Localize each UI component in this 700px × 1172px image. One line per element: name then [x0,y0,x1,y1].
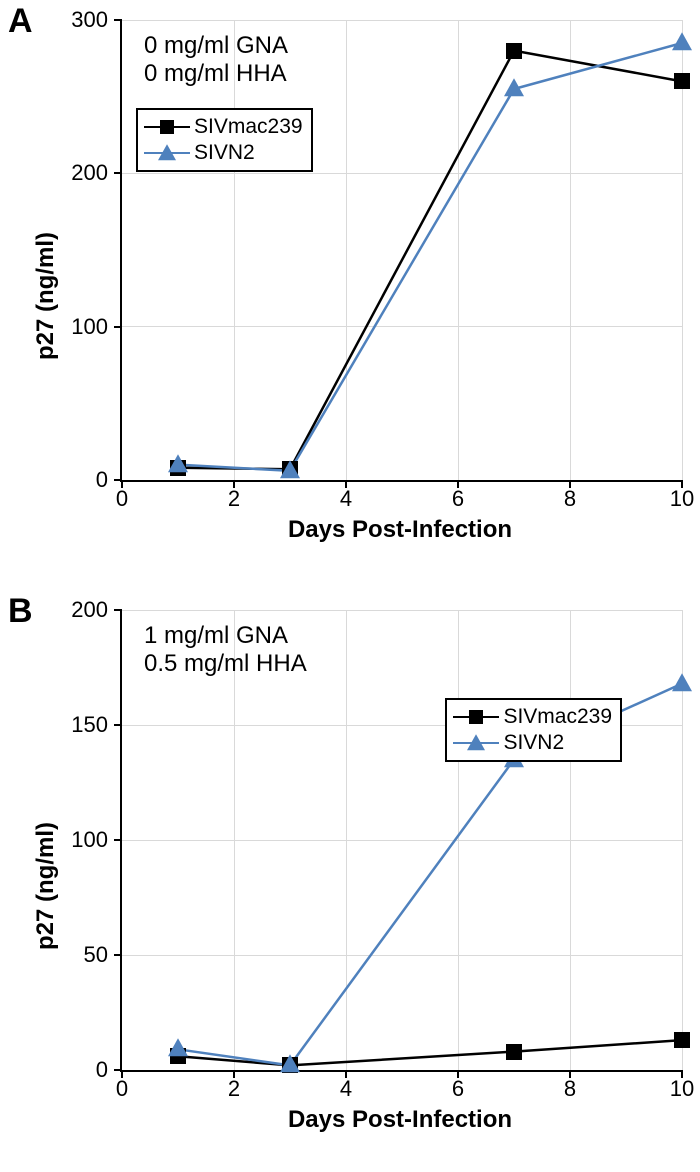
tick-y [114,839,122,841]
legend-item: SIVmac239 [144,114,303,140]
marker-triangle [280,460,300,478]
legend-item: SIVmac239 [453,704,612,730]
tick-y [114,724,122,726]
ytick-label: 300 [48,7,108,33]
ytick-label: 100 [48,314,108,340]
legend-label: SIVN2 [503,731,564,755]
series-lines [122,20,682,480]
xtick-label: 0 [116,1076,128,1102]
xtick-label: 6 [452,1076,464,1102]
panel-b: B p27 (ng/ml) 05010015020002468101 mg/ml… [0,590,700,1170]
tick-y [114,172,122,174]
marker-square [160,120,174,134]
marker-square [674,73,690,89]
legend-item: SIVN2 [144,140,303,166]
legend-label: SIVmac239 [503,705,612,729]
xtick-label: 2 [228,1076,240,1102]
xtick-label: 0 [116,486,128,512]
marker-triangle [168,454,188,472]
legend-swatch [144,117,190,137]
xtick-label: 8 [564,486,576,512]
ytick-label: 0 [48,1057,108,1083]
tick-y [114,19,122,21]
panel-a: A p27 (ng/ml) 010020030002468100 mg/ml G… [0,0,700,580]
xtick-label: 6 [452,486,464,512]
annotation-line2: 0.5 mg/ml HHA [144,650,307,678]
legend-swatch [144,143,190,163]
series-lines [122,610,682,1070]
ytick-label: 150 [48,712,108,738]
tick-y [114,609,122,611]
ytick-label: 200 [48,597,108,623]
panel-a-label: A [8,2,33,41]
legend-swatch [453,733,499,753]
ytick-label: 100 [48,827,108,853]
marker-triangle [158,144,176,160]
marker-triangle [672,32,692,50]
xtick-label: 4 [340,486,352,512]
series-line [178,1040,682,1065]
annotation-line1: 1 mg/ml GNA [144,622,307,650]
marker-triangle [467,734,485,750]
figure: A p27 (ng/ml) 010020030002468100 mg/ml G… [0,0,700,1172]
chart-b-plot: 05010015020002468101 mg/ml GNA0.5 mg/ml … [120,610,682,1072]
marker-triangle [280,1055,300,1073]
legend: SIVmac239SIVN2 [445,698,622,762]
legend-swatch [453,707,499,727]
ytick-label: 0 [48,467,108,493]
xtick-label: 4 [340,1076,352,1102]
chart-annotation: 1 mg/ml GNA0.5 mg/ml HHA [144,622,307,678]
legend-item: SIVN2 [453,730,612,756]
marker-triangle [672,673,692,691]
ytick-label: 200 [48,160,108,186]
chart-annotation: 0 mg/ml GNA0 mg/ml HHA [144,32,288,88]
annotation-line1: 0 mg/ml GNA [144,32,288,60]
tick-y [114,326,122,328]
marker-square [469,710,483,724]
legend-label: SIVN2 [194,141,255,165]
legend: SIVmac239SIVN2 [136,108,313,172]
marker-triangle [168,1038,188,1056]
chart-a-plot: 010020030002468100 mg/ml GNA0 mg/ml HHAS… [120,20,682,482]
xtick-label: 10 [670,1076,694,1102]
panel-b-label: B [8,592,33,631]
xtick-label: 2 [228,486,240,512]
marker-square [506,43,522,59]
marker-square [674,1032,690,1048]
marker-square [506,1044,522,1060]
xtick-label: 10 [670,486,694,512]
tick-y [114,954,122,956]
legend-label: SIVmac239 [194,115,303,139]
ytick-label: 50 [48,942,108,968]
chart-a-ylabel: p27 (ng/ml) [32,232,60,360]
marker-triangle [504,78,524,96]
chart-a-xlabel: Days Post-Infection [288,516,512,544]
annotation-line2: 0 mg/ml HHA [144,60,288,88]
xtick-label: 8 [564,1076,576,1102]
chart-b-xlabel: Days Post-Infection [288,1106,512,1134]
